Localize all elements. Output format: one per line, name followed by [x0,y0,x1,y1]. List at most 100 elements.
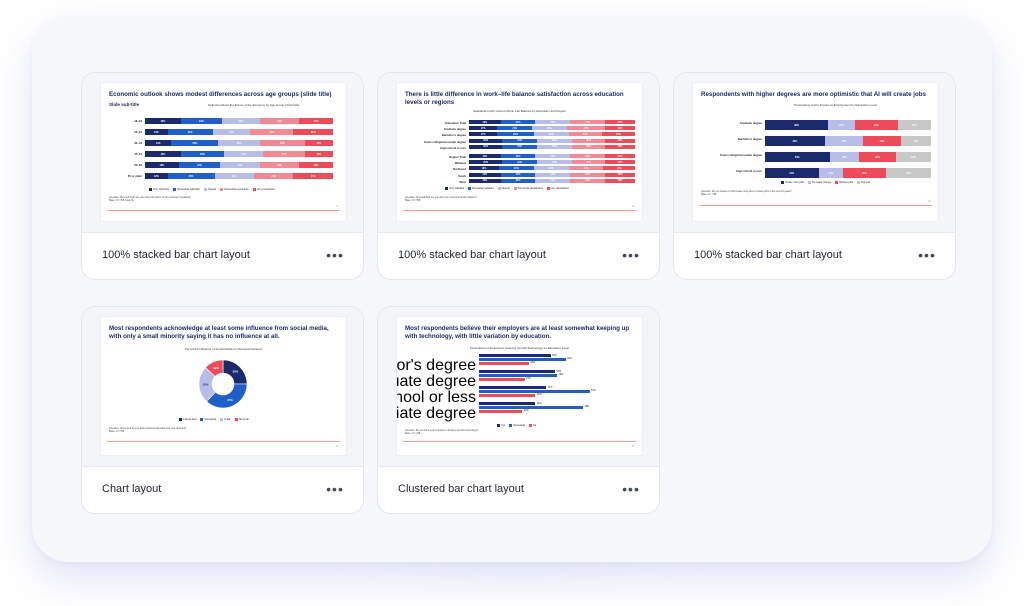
category-label: Some college/Associate degree [720,153,762,157]
legend-item: Neutral [204,188,216,191]
legend-label: No [532,424,537,427]
slide-footnote: Question: How satisfied are you with you… [405,196,478,203]
layout-card[interactable]: Most respondents believe their employers… [377,306,660,514]
legend-item: Somewhat [509,424,525,427]
bar-segment: 15% [304,140,333,146]
slide-thumbnail[interactable]: Respondents with higher degrees are more… [693,83,938,221]
chart-legend: Very satisfied Somewhat satisfied Neutral S… [445,187,569,190]
slide-footnote: Question: How much do you think social m… [109,427,187,434]
bar-value-label: 20% [523,409,529,413]
bar-segment: 22% [263,151,305,157]
legend-swatch [149,188,152,191]
layout-card[interactable]: Respondents with higher degrees are more… [673,72,956,280]
bar-segment: 18% [605,178,635,183]
category-label: 18–24 [134,119,142,123]
stacked-bar: 14% 25% 22% 24% 15% [145,140,333,146]
bar [479,402,536,406]
bar-segment: 19% [469,154,501,158]
legend-item: Somewhat pessimistic [220,188,249,191]
more-options-button[interactable]: ••• [622,481,640,497]
bar-segment: 21% [537,160,572,165]
bar-segment: 18% [605,154,635,158]
card-footer: 100% stacked bar chart layout ••• [674,233,955,279]
chart-title: Satisfaction with Current Work–Life Bala… [473,109,566,113]
slide-thumbnail[interactable]: There is little difference in work–life … [397,83,642,221]
category-label: Graduate degree [443,127,466,132]
category-label-row: 45–54 [101,151,142,157]
page-number: 1 [336,205,338,208]
category-label: Graduate degree [739,121,762,125]
slide-thumbnail[interactable]: Economic outlook shows modest difference… [101,83,346,221]
legend-swatch [445,187,448,190]
stacked-bar: 19% 22% 20% 21% 18% [145,118,333,124]
bar-segment: 25% [842,168,887,178]
legend-item: Not at all [234,418,249,421]
chart-title: Perceptions of AI's Impact on Employment… [794,103,877,107]
legend-swatch [835,181,839,184]
bar-segment: 21% [500,172,536,177]
slide-thumbnail[interactable]: Most respondents acknowledge at least so… [101,317,346,455]
chart-title: Perceived Influence of Social Media on P… [184,347,263,351]
footer-rule [107,210,340,211]
category-label-row: Midwest [397,160,466,166]
bar-segment: 21% [498,166,534,171]
stacked-bar: 38% 16% 26% 20% [765,120,931,130]
bar-segment: 18% [145,162,179,168]
legend-label: Not at all [238,418,249,421]
category-label: Bachelor's degree [441,133,466,138]
bar-value-label: 48% [584,405,590,409]
category-label: South [458,173,466,178]
legend-label: Somewhat satisfied [471,187,494,190]
stacked-bar: 36% 23% 23% 18% [765,136,931,146]
category-label: Northeast [452,167,466,172]
legend-swatch [857,181,861,184]
category-label-row: Northeast [397,166,466,172]
stacked-bar: 19% 21% 21% 21% 18% [469,172,635,177]
layout-card[interactable]: Most respondents acknowledge at least so… [81,306,364,514]
more-options-button[interactable]: ••• [326,481,344,497]
layout-card[interactable]: Economic outlook shows modest difference… [81,72,364,280]
thumbnail-area: Economic outlook shows modest difference… [82,73,363,233]
bar-segment: 21% [533,132,569,137]
bar-segment: 21% [537,138,572,143]
bar-segment: 22% [218,140,260,146]
slide-thumbnail[interactable]: Most respondents believe their employers… [397,317,642,455]
bar-segment: 16% [828,120,855,130]
legend-item: Very satisfied [445,187,464,190]
layout-card[interactable]: There is little difference in work–life … [377,72,660,280]
slide-title: Most respondents acknowledge at least so… [109,325,329,340]
bar-segment: 22% [180,118,223,124]
bar-segment: 23% [180,151,224,157]
legend-label: Neutral [208,188,217,191]
bar-segment: 17% [469,132,498,137]
bar-value-label: 23% [530,361,536,365]
legend-swatch [252,188,256,191]
bar-segment: 19% [469,178,501,183]
category-label: Some college/Associate degree [424,139,466,144]
chart-legend: Create more jobs No major change Reduce jo… [781,181,871,184]
legend-label: Neutral [501,187,510,190]
card-label: Clustered bar chart layout [398,483,524,495]
bar [479,386,547,390]
stacked-bar: 20% 21% 21% 20% 18% [469,144,635,149]
bar-segment: 12% [145,173,168,179]
bar-segment: 21% [533,166,569,171]
legend-swatch [220,418,224,421]
slide-subtitle: Slide sub-title [109,102,140,107]
bar-segment: 36% [765,136,825,146]
bar-segment: 16% [829,152,860,162]
category-label: Bachelor's degree [737,137,762,141]
more-options-button[interactable]: ••• [918,247,936,263]
slide-title: There is little difference in work–life … [405,91,624,106]
category-label-row: Some college/Associate degree [397,139,466,145]
category-label-row: West [397,179,466,185]
slide-footnote: Question: Do you think your employer is … [405,429,479,436]
chart-legend: A great deal Somewhat A little Not at all [179,418,249,421]
chart-title: Optimism About the Future of the Economy… [207,103,300,107]
bar-segment: 20% [571,138,606,143]
legend-swatch [467,187,471,190]
category-label: High school or less [397,389,476,406]
category-label: Region Total [449,155,466,159]
more-options-button[interactable]: ••• [326,247,344,263]
more-options-button[interactable]: ••• [622,247,640,263]
